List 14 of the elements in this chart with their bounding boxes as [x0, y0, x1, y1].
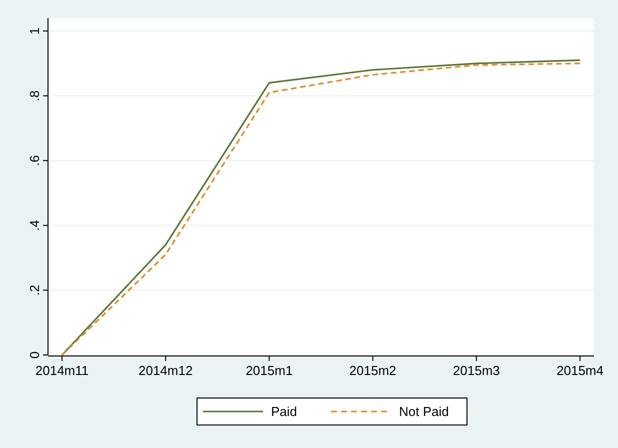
- legend-label: Paid: [271, 404, 298, 419]
- x-tick-label: 2014m12: [138, 363, 193, 378]
- y-tick-label: .4: [27, 220, 42, 231]
- y-tick-label: .8: [27, 90, 42, 102]
- x-tick-label: 2015m2: [349, 363, 396, 378]
- y-tick-label: .2: [27, 284, 42, 296]
- y-tick-label: .6: [27, 155, 42, 166]
- legend-label: Not Paid: [399, 404, 449, 419]
- x-tick-label: 2015m4: [556, 363, 604, 378]
- x-tick-label: 2015m1: [246, 363, 293, 378]
- y-tick-label: 0: [27, 351, 42, 359]
- x-tick-label: 2015m3: [452, 363, 500, 378]
- y-tick-label: 1: [27, 27, 42, 35]
- x-tick-label: 2014m11: [35, 363, 89, 378]
